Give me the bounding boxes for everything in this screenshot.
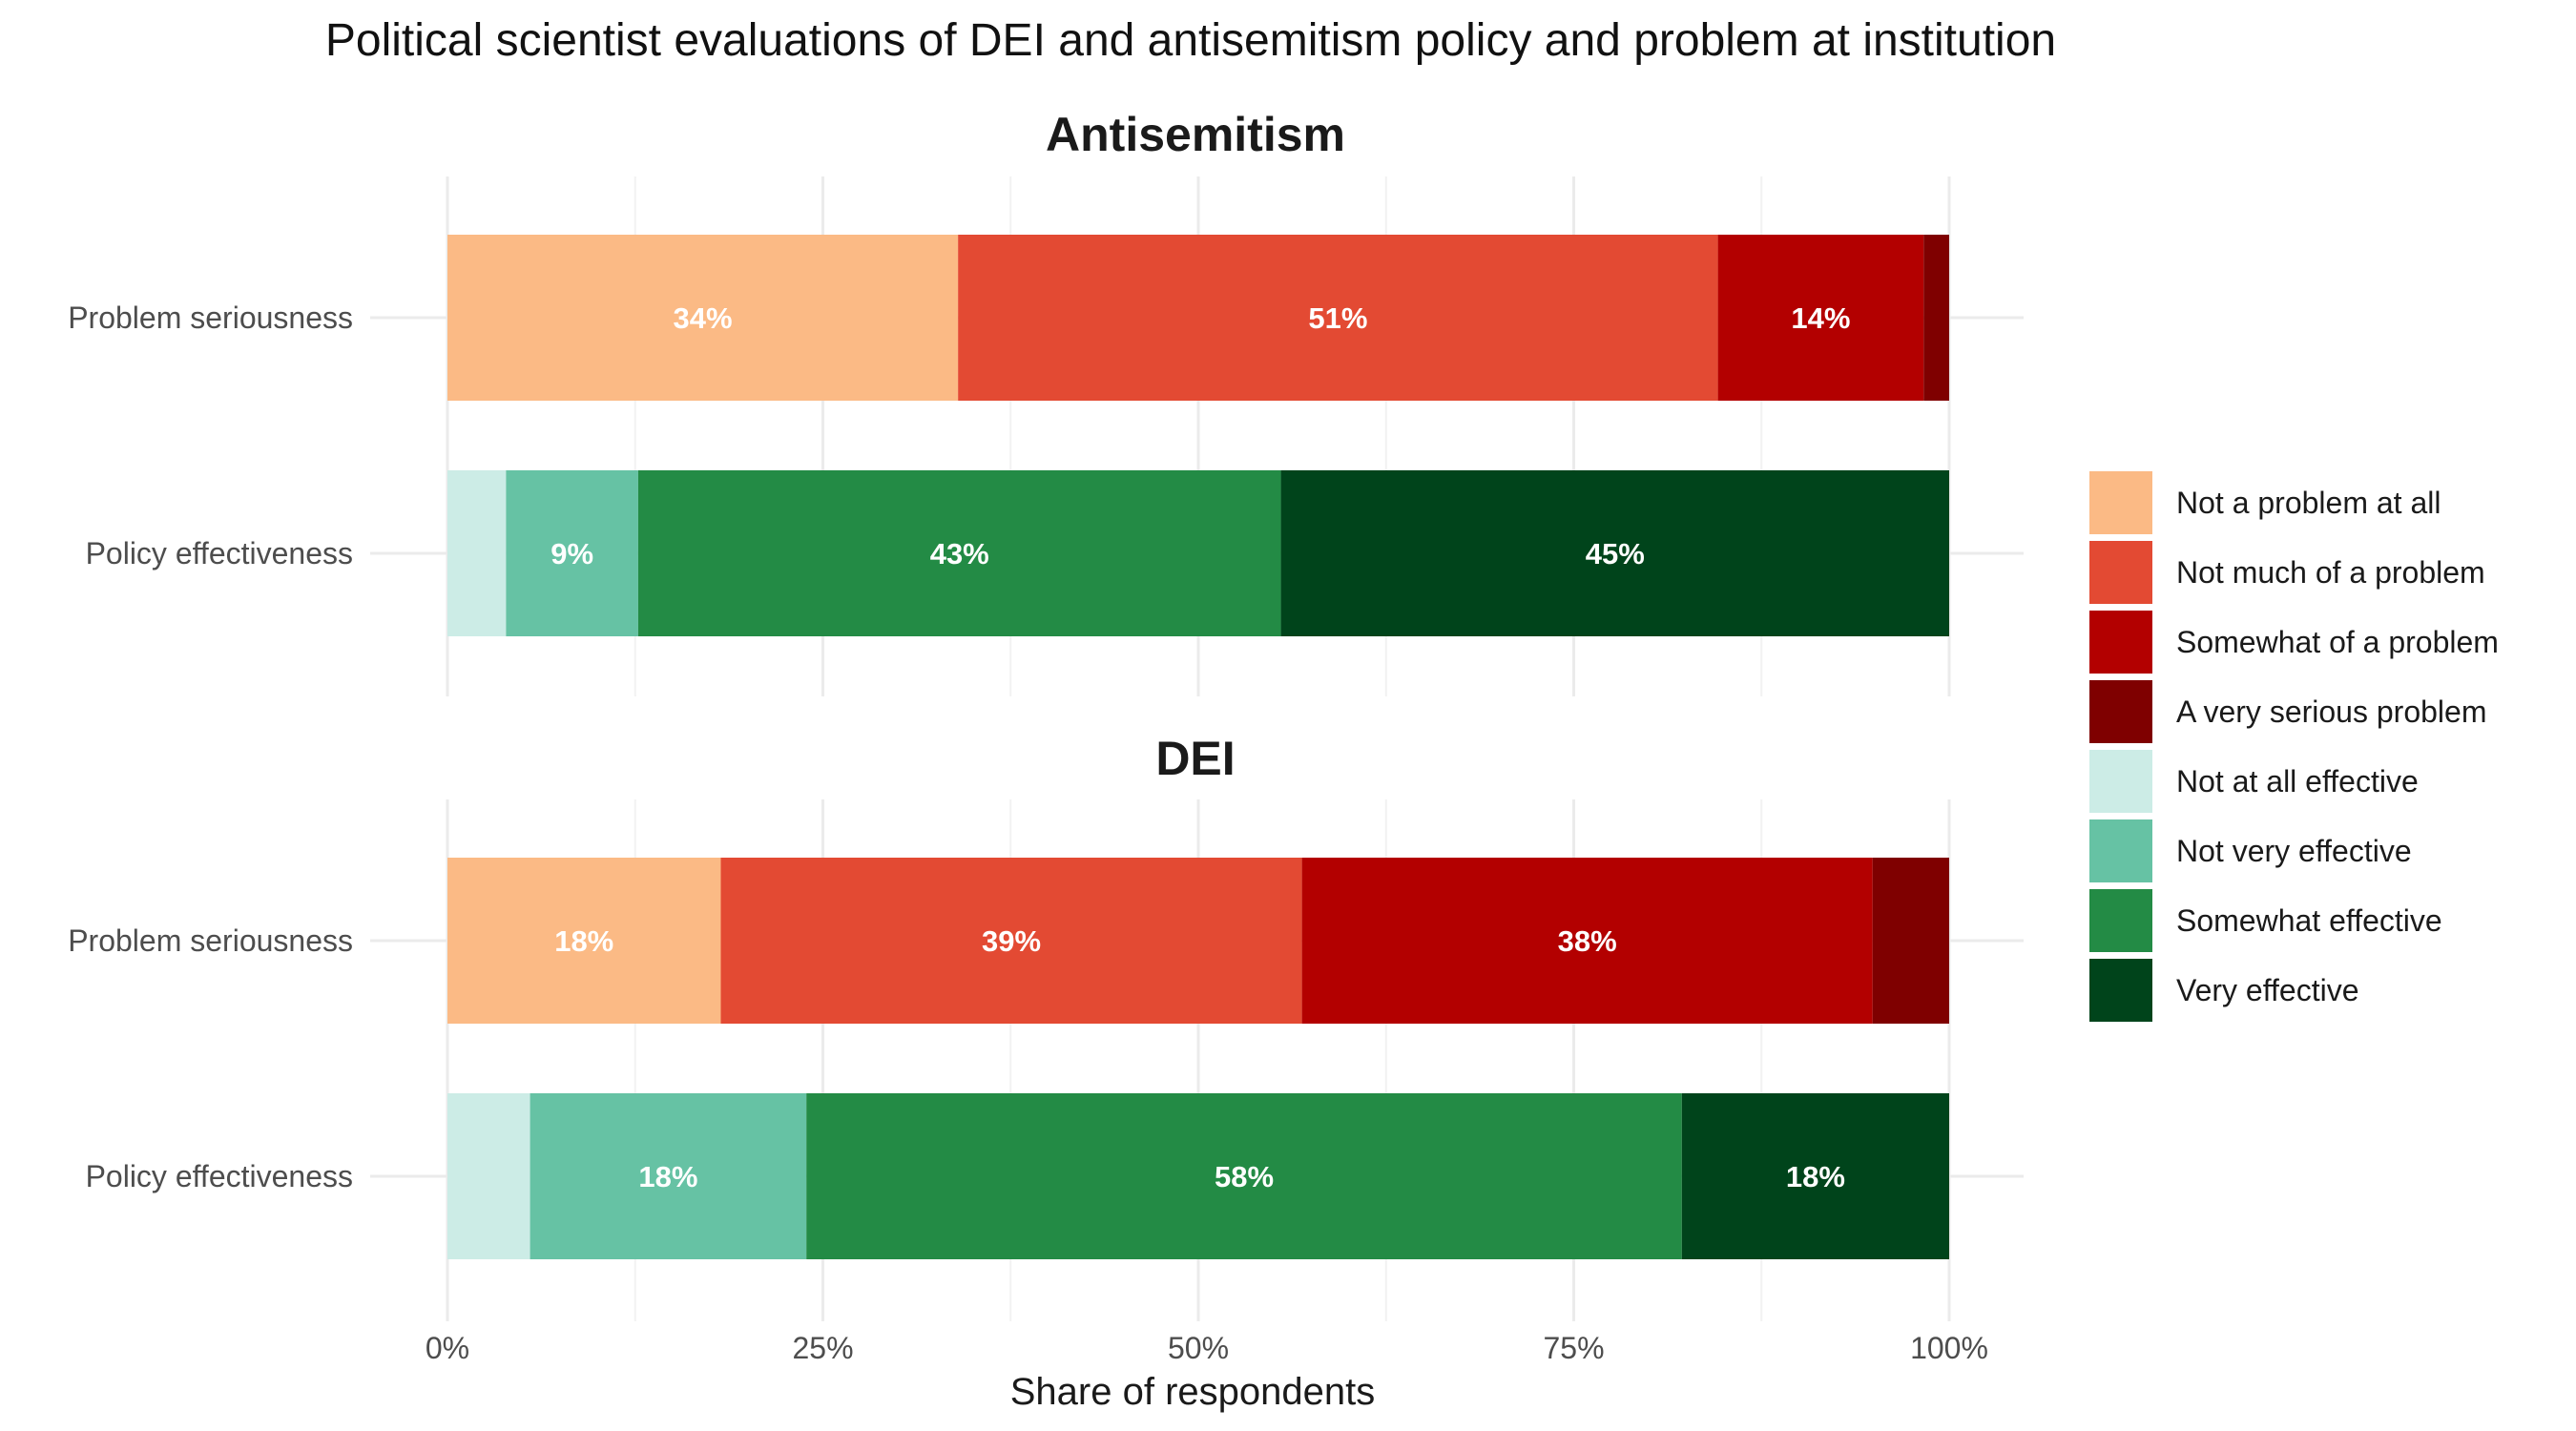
bar-segment-not-a-problem-at-all — [447, 235, 959, 401]
x-tick-label: 50% — [1168, 1331, 1229, 1365]
bar-segment-a-very-serious-problem — [1872, 858, 1949, 1024]
bar-segment-not-at-all-effective — [447, 1093, 530, 1259]
x-axis-title: Share of respondents — [1010, 1371, 1375, 1413]
bar-segment-somewhat-of-a-problem — [1717, 235, 1924, 401]
bar-segment-very-effective — [1280, 470, 1949, 636]
data-label: 58% — [1215, 1160, 1274, 1193]
bar-segment-somewhat-effective — [637, 470, 1281, 636]
legend-label: Not a problem at all — [2176, 486, 2441, 520]
data-label: 38% — [1558, 924, 1617, 958]
facet-title: Antisemitism — [1046, 108, 1345, 161]
x-tick-label: 100% — [1910, 1331, 1988, 1365]
category-label: Policy effectiveness — [86, 536, 353, 570]
bar-segment-not-a-problem-at-all — [447, 858, 721, 1024]
data-label: 18% — [638, 1160, 697, 1193]
chart-panels: Antisemitism Problem seriousness 34% 51% 14%… — [68, 108, 2024, 1321]
legend-label: Somewhat effective — [2176, 903, 2442, 938]
legend-label: Not very effective — [2176, 834, 2412, 868]
legend-key-not-at-all-effective — [2089, 750, 2152, 813]
data-label: 9% — [551, 537, 593, 570]
bar-segment-not-much-of-a-problem — [958, 235, 1718, 401]
bar-segment-somewhat-effective — [806, 1093, 1682, 1259]
category-label: Problem seriousness — [68, 923, 353, 958]
x-axis: 0% 25% 50% 75% 100% — [426, 1331, 1988, 1365]
data-label: 39% — [982, 924, 1041, 958]
data-label: 43% — [930, 537, 989, 570]
legend-key-a-very-serious-problem — [2089, 680, 2152, 743]
bar-segment-not-much-of-a-problem — [720, 858, 1302, 1024]
legend-key-not-very-effective — [2089, 819, 2152, 882]
legend-key-somewhat-of-a-problem — [2089, 611, 2152, 674]
data-label: 18% — [554, 924, 613, 958]
category-label: Problem seriousness — [68, 301, 353, 335]
panel-antisemitism: Antisemitism Problem seriousness 34% 51% 14%… — [68, 108, 2024, 696]
legend-key-very-effective — [2089, 959, 2152, 1022]
legend-label: Somewhat of a problem — [2176, 625, 2499, 659]
x-tick-label: 25% — [792, 1331, 853, 1365]
legend-key-somewhat-effective — [2089, 889, 2152, 952]
data-label: 34% — [674, 301, 733, 335]
legend-label: A very serious problem — [2176, 695, 2486, 729]
x-tick-label: 0% — [426, 1331, 469, 1365]
bar-segment-not-very-effective — [530, 1093, 807, 1259]
bar-segment-very-effective — [1681, 1093, 1949, 1259]
data-label: 14% — [1791, 301, 1850, 335]
data-label: 18% — [1786, 1160, 1845, 1193]
x-tick-label: 75% — [1543, 1331, 1604, 1365]
legend: Not a problem at all Not much of a proble… — [2089, 471, 2499, 1022]
legend-label: Not much of a problem — [2176, 555, 2485, 590]
panel-dei: DEI Problem seriousness 18% 39% 38% Policy ef… — [68, 732, 2024, 1321]
bar-segment-a-very-serious-problem — [1923, 235, 1949, 401]
legend-label: Not at all effective — [2176, 764, 2419, 798]
legend-label: Very effective — [2176, 973, 2359, 1007]
data-label: 51% — [1308, 301, 1367, 335]
data-label: 45% — [1586, 537, 1645, 570]
bar-segment-not-at-all-effective — [447, 470, 507, 636]
category-label: Policy effectiveness — [86, 1159, 353, 1193]
bar-segment-not-very-effective — [506, 470, 638, 636]
chart-title: Political scientist evaluations of DEI a… — [325, 15, 2056, 66]
legend-key-not-a-problem-at-all — [2089, 471, 2152, 534]
facet-title: DEI — [1155, 732, 1235, 785]
legend-key-not-much-of-a-problem — [2089, 541, 2152, 604]
bar-segment-somewhat-of-a-problem — [1301, 858, 1873, 1024]
